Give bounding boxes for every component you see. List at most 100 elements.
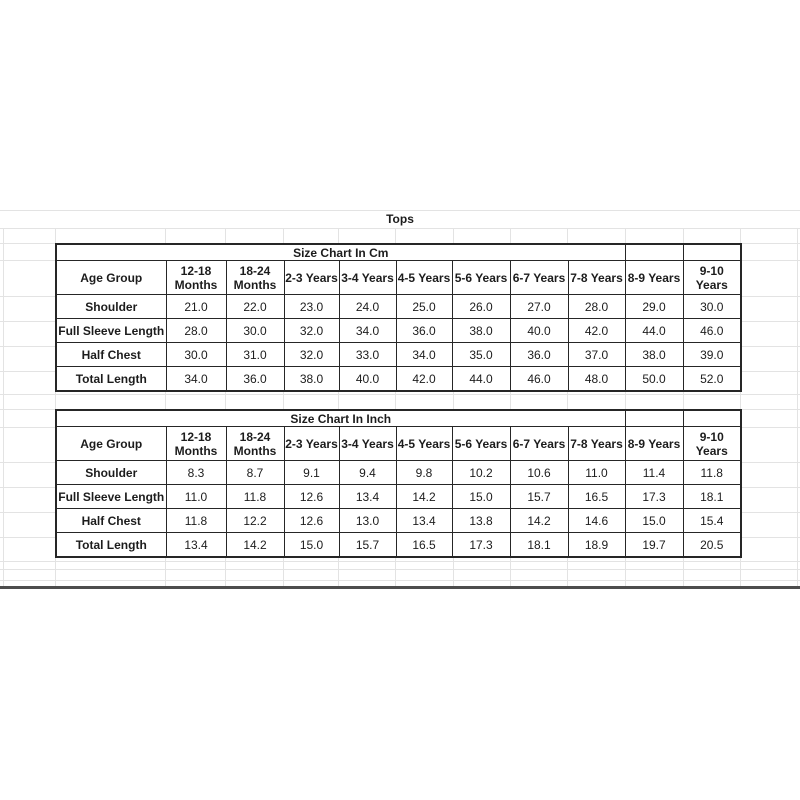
- measurement-value-cell: 14.2: [509, 508, 569, 533]
- grid-column-line: [395, 228, 396, 586]
- table-title-empty-cell: [624, 243, 684, 261]
- measurement-value-cell: 42.0: [395, 366, 453, 392]
- measurement-value-cell: 11.8: [225, 484, 285, 509]
- measurement-value-cell: 46.0: [509, 366, 569, 392]
- measurement-row: Half Chest 11.8 12.2 12.6 13.0 13.4 13.8 14.2 14…: [55, 508, 742, 533]
- row-label-cell: Half Chest: [55, 508, 167, 533]
- grid-row-line: [0, 228, 800, 229]
- measurement-value-cell: 9.8: [395, 460, 453, 485]
- measurement-row: Total Length 34.0 36.0 38.0 40.0 42.0 44.0 46.0…: [55, 366, 742, 392]
- measurement-row: Full Sleeve Length 28.0 30.0 32.0 34.0 36.0 38…: [55, 318, 742, 343]
- measurement-value-cell: 18.1: [682, 484, 742, 509]
- measurement-value-cell: 18.1: [509, 532, 569, 558]
- measurement-value-cell: 11.8: [165, 508, 227, 533]
- size-chart-inch-table: Size Chart In Inch Age Group 12-18 Months 1…: [55, 409, 742, 558]
- measurement-value-cell: 44.0: [624, 318, 684, 343]
- measurement-value-cell: 36.0: [225, 366, 285, 392]
- age-column-header-cell: 2-3 Years: [283, 426, 340, 461]
- measurement-value-cell: 24.0: [338, 294, 397, 319]
- age-column-header-cell: 3-4 Years: [338, 260, 397, 295]
- measurement-value-cell: 26.0: [451, 294, 511, 319]
- row-label-cell: Full Sleeve Length: [55, 318, 167, 343]
- measurement-value-cell: 11.0: [165, 484, 227, 509]
- measurement-value-cell: 13.4: [338, 484, 397, 509]
- measurement-value-cell: 34.0: [338, 318, 397, 343]
- measurement-value-cell: 17.3: [451, 532, 511, 558]
- grid-column-line: [567, 228, 568, 586]
- grid-column-line: [55, 228, 56, 586]
- measurement-value-cell: 23.0: [283, 294, 340, 319]
- grid-column-line: [453, 228, 454, 586]
- age-column-header-cell: 8-9 Years: [624, 260, 684, 295]
- measurement-value-cell: 30.0: [682, 294, 742, 319]
- measurement-value-cell: 32.0: [283, 342, 340, 367]
- size-chart-cm-table: Size Chart In Cm Age Group 12-18 Months 18-…: [55, 243, 742, 392]
- measurement-value-cell: 30.0: [225, 318, 285, 343]
- row-label-cell: Total Length: [55, 366, 167, 392]
- grid-column-line: [338, 228, 339, 586]
- measurement-value-cell: 11.0: [567, 460, 626, 485]
- measurement-value-cell: 40.0: [338, 366, 397, 392]
- page-title: Tops: [0, 211, 800, 228]
- measurement-value-cell: 15.7: [338, 532, 397, 558]
- age-column-header-cell: 7-8 Years: [567, 260, 626, 295]
- table-title-empty-cell: [682, 409, 742, 427]
- grid-row-line: [0, 394, 800, 395]
- measurement-value-cell: 40.0: [509, 318, 569, 343]
- column-header-row: Age Group 12-18 Months 18-24 Months 2-3 Yea…: [55, 426, 742, 461]
- measurement-value-cell: 35.0: [451, 342, 511, 367]
- age-column-header-cell: 4-5 Years: [395, 260, 453, 295]
- measurement-value-cell: 17.3: [624, 484, 684, 509]
- measurement-value-cell: 13.0: [338, 508, 397, 533]
- measurement-value-cell: 13.8: [451, 508, 511, 533]
- bottom-border-bar: [0, 586, 800, 589]
- column-header-row: Age Group 12-18 Months 18-24 Months 2-3 Yea…: [55, 260, 742, 295]
- measurement-row: Shoulder 8.3 8.7 9.1 9.4 9.8 10.2 10.6 11.0 11.4 1…: [55, 460, 742, 485]
- measurement-value-cell: 22.0: [225, 294, 285, 319]
- age-column-header-cell: 6-7 Years: [509, 260, 569, 295]
- measurement-value-cell: 14.6: [567, 508, 626, 533]
- row-label-cell: Full Sleeve Length: [55, 484, 167, 509]
- measurement-value-cell: 15.7: [509, 484, 569, 509]
- row-label-cell: Shoulder: [55, 460, 167, 485]
- measurement-value-cell: 31.0: [225, 342, 285, 367]
- measurement-value-cell: 10.6: [509, 460, 569, 485]
- measurement-value-cell: 38.0: [283, 366, 340, 392]
- age-column-header-cell: 8-9 Years: [624, 426, 684, 461]
- row-label-cell: Shoulder: [55, 294, 167, 319]
- measurement-value-cell: 30.0: [165, 342, 227, 367]
- age-column-header-cell: 6-7 Years: [509, 426, 569, 461]
- measurement-value-cell: 27.0: [509, 294, 569, 319]
- measurement-value-cell: 14.2: [395, 484, 453, 509]
- grid-row-line: [0, 210, 800, 211]
- measurement-value-cell: 20.5: [682, 532, 742, 558]
- age-column-header-cell: 4-5 Years: [395, 426, 453, 461]
- measurement-value-cell: 38.0: [451, 318, 511, 343]
- age-column-header-cell: 12-18 Months: [165, 426, 227, 461]
- measurement-value-cell: 15.0: [624, 508, 684, 533]
- measurement-value-cell: 12.2: [225, 508, 285, 533]
- measurement-value-cell: 52.0: [682, 366, 742, 392]
- table-title-cell: Size Chart In Cm: [55, 243, 626, 261]
- row-label-cell: Total Length: [55, 532, 167, 558]
- grid-column-line: [683, 228, 684, 586]
- grid-row-line: [0, 569, 800, 570]
- grid-column-line: [510, 228, 511, 586]
- measurement-value-cell: 16.5: [395, 532, 453, 558]
- measurement-value-cell: 15.4: [682, 508, 742, 533]
- measurement-value-cell: 16.5: [567, 484, 626, 509]
- measurement-row: Total Length 13.4 14.2 15.0 15.7 16.5 17.3 18.1…: [55, 532, 742, 558]
- measurement-value-cell: 42.0: [567, 318, 626, 343]
- age-group-header-cell: Age Group: [55, 260, 167, 295]
- grid-column-line: [625, 228, 626, 586]
- grid-column-line: [3, 228, 4, 586]
- measurement-value-cell: 9.1: [283, 460, 340, 485]
- measurement-value-cell: 48.0: [567, 366, 626, 392]
- age-group-header-cell: Age Group: [55, 426, 167, 461]
- age-column-header-cell: 3-4 Years: [338, 426, 397, 461]
- measurement-value-cell: 33.0: [338, 342, 397, 367]
- measurement-value-cell: 34.0: [165, 366, 227, 392]
- grid-column-line: [225, 228, 226, 586]
- measurement-value-cell: 36.0: [509, 342, 569, 367]
